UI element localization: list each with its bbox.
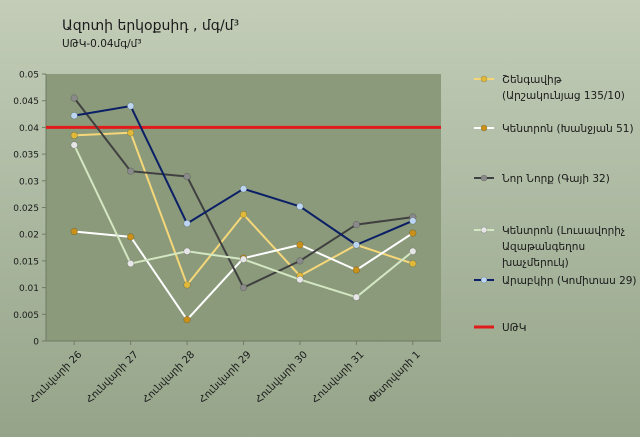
series-2-point (183, 316, 191, 324)
series-3-point (352, 220, 360, 229)
series-2-point (127, 233, 135, 241)
series-1-point (183, 281, 191, 289)
series-4-point (239, 255, 248, 263)
series-1-point (239, 210, 248, 219)
legend-swatch (474, 325, 494, 329)
series-1-point (127, 129, 135, 137)
legend-swatch (474, 226, 494, 234)
legend-swatch-marker (480, 174, 488, 182)
y-tick-label: 0.015 (13, 257, 39, 267)
legend-label: Կենտրոն (Լուսավորիչ Ազաթանգեղոս խաչմերու… (502, 225, 626, 269)
series-2-point (70, 227, 78, 236)
series-2-point (296, 241, 304, 249)
y-tick-label: 0.01 (19, 284, 39, 294)
series-4-point (352, 293, 360, 301)
series-4-point (183, 247, 191, 255)
legend-swatch (474, 124, 494, 132)
y-tick-label: 0.045 (13, 97, 39, 107)
legend-swatch (474, 174, 494, 182)
x-tick-label: Հունվարի 30 (254, 349, 310, 405)
legend-swatch-marker (480, 75, 488, 83)
y-tick-label: 0.03 (19, 177, 39, 187)
y-tick-label: 0.005 (13, 311, 39, 321)
y-tick-label: 0.02 (19, 231, 39, 241)
series-5-point (296, 202, 304, 211)
legend-swatch (474, 75, 494, 83)
plot-area (46, 74, 441, 341)
series-5-point (70, 112, 78, 120)
y-tick-label: 0.035 (13, 151, 39, 161)
series-4-point (127, 259, 135, 268)
series-5-point (127, 102, 135, 110)
legend-label: Կենտրոն (Խանջյան 51) (502, 123, 634, 135)
legend-label: Արաբկիր (Կոմիտաս 29) (502, 275, 637, 287)
series-5-point (239, 185, 248, 193)
legend-item: Նոր Նորք (Գայի 32) (472, 171, 638, 187)
legend-swatch (474, 276, 494, 284)
y-tick-label: 0 (33, 338, 39, 348)
y-tick-label: 0.04 (19, 124, 39, 134)
legend-swatch-marker (480, 276, 488, 284)
x-tick-label: Հունվարի 27 (84, 349, 140, 405)
series-1-point (70, 131, 78, 140)
y-tick-label: 0.025 (13, 204, 39, 214)
series-3-point (70, 94, 78, 102)
legend-swatch-marker (480, 226, 488, 234)
legend-item: Շենգավիթ (Արշակունյաց 135/10) (472, 72, 638, 104)
x-tick-label: Փետրվարի 1 (366, 349, 422, 405)
y-tick-label: 0.05 (19, 71, 39, 81)
legend-item: ՍԹԿ (472, 320, 638, 336)
legend-item: Կենտրոն (Խանջյան 51) (472, 121, 638, 137)
series-2-point (352, 266, 360, 274)
x-tick-label: Հունվարի 26 (28, 349, 84, 405)
series-5-point (409, 217, 417, 225)
series-3-point (183, 172, 191, 181)
series-4-point (409, 247, 417, 255)
legend-swatch-marker (480, 124, 488, 132)
legend-item: Արաբկիր (Կոմիտաս 29) (472, 273, 638, 289)
series-5-point (183, 219, 191, 228)
series-3-point (239, 284, 248, 292)
legend-item: Կենտրոն (Լուսավորիչ Ազաթանգեղոս խաչմերու… (472, 223, 638, 271)
series-3-point (127, 167, 135, 175)
series-2-point (409, 229, 417, 237)
series-4-point (296, 275, 304, 284)
x-tick-label: Հունվարի 29 (197, 349, 253, 405)
x-tick-label: Հունվարի 28 (141, 349, 197, 405)
series-4-point (70, 141, 78, 149)
chart-title: Ազոտի երկօքսիդ , մգ/մ³ (62, 18, 240, 34)
series-1-point (409, 259, 417, 268)
legend-label: Շենգավիթ (Արշակունյաց 135/10) (502, 74, 625, 102)
series-3-point (296, 257, 304, 265)
chart-subtitle: ՍԹԿ-0.04մգ/մ³ (62, 38, 142, 50)
legend-label: Նոր Նորք (Գայի 32) (502, 173, 610, 185)
series-5-point (352, 241, 360, 249)
x-tick-label: Հունվարի 31 (310, 349, 366, 405)
legend-label: ՍԹԿ (502, 322, 527, 334)
